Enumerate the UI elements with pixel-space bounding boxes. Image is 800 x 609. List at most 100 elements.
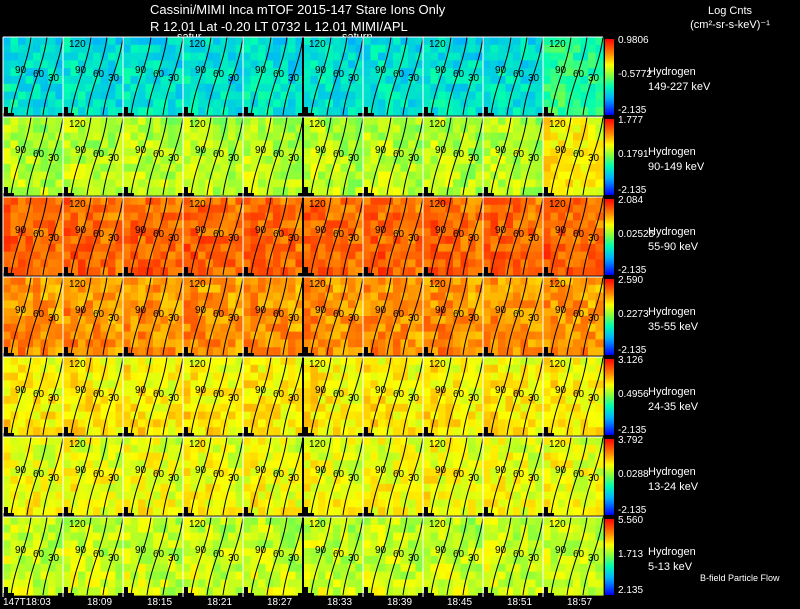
inca-panel: 90 60 30 [0,36,64,123]
inca-panel: 90 60 30 120 [58,196,124,283]
contour-label: 30 [348,553,360,564]
band-energy: 90-149 keV [648,161,705,173]
time-tick-label: 18:57 [567,597,593,608]
contour-label: 90 [315,305,327,316]
contour-label: 120 [429,279,446,290]
contour-label: 30 [588,313,600,324]
contour-label: 120 [189,199,206,210]
contour-label: 90 [375,65,387,76]
contour-label: 30 [108,153,120,164]
contour-label: 90 [375,305,387,316]
contour-label: 90 [435,145,447,156]
inca-panel: 90 60 30 120 [178,356,244,443]
inca-panel: 90 60 30 [478,276,544,363]
contour-label: 60 [93,549,105,560]
contour-label: 60 [513,229,525,240]
contour-label: 120 [549,279,566,290]
contour-label: 90 [435,305,447,316]
colorbar-max-label: 2.590 [618,275,644,286]
contour-label: 60 [513,389,525,400]
inca-panel: 90 60 30 120 [418,196,484,283]
contour-label: 30 [288,393,300,404]
contour-label: 120 [69,439,86,450]
time-tick-label: 18:15 [147,597,173,608]
chart-title: Cassini/MIMI Inca mTOF 2015-147 Stare Io… [150,2,446,17]
contour-label: 30 [348,233,360,244]
contour-label: 60 [93,149,105,160]
contour-label: 120 [189,519,206,530]
contour-label: 30 [348,153,360,164]
inca-panel: 90 60 30 120 [418,116,484,203]
contour-label: 120 [309,439,326,450]
contour-label: 60 [153,469,165,480]
contour-label: 120 [549,519,566,530]
inca-panel: 90 60 30 120 [538,116,604,203]
contour-label: 30 [588,153,600,164]
contour-label: 90 [15,65,27,76]
contour-label: 90 [75,385,87,396]
contour-label: 60 [333,149,345,160]
time-tick-label: 18:45 [447,597,473,608]
band-species: Hydrogen [648,546,696,558]
contour-label: 30 [408,233,420,244]
contour-label: 30 [528,473,540,484]
contour-label: 120 [309,519,326,530]
contour-label: 60 [153,549,165,560]
contour-label: 60 [513,549,525,560]
contour-label: 120 [429,199,446,210]
contour-label: 30 [48,313,60,324]
contour-label: 30 [228,473,240,484]
inca-panel: 90 60 30 120 [418,436,484,523]
contour-label: 120 [429,359,446,370]
contour-label: 30 [48,393,60,404]
band-label: Hydrogen 24-35 keV [648,385,698,415]
inca-panel: 90 60 30 [0,516,64,603]
contour-label: 90 [75,145,87,156]
contour-label: 30 [348,393,360,404]
contour-label: 120 [69,279,86,290]
inca-panel: 90 60 30 [358,196,424,283]
colorbar-max-label: 2.084 [618,195,644,206]
colorbar-min-label: -2.135 [618,265,647,276]
inca-panel: 90 60 30 [478,516,544,603]
contour-label: 30 [228,153,240,164]
colorbar-max-label: 5.560 [618,515,644,526]
colorbar [605,39,614,115]
contour-label: 90 [315,545,327,556]
contour-label: 60 [513,469,525,480]
inca-panel: 90 60 30 120 [298,196,364,283]
contour-label: 30 [228,553,240,564]
inca-panel: 90 60 30 120 [298,36,364,123]
contour-label: 30 [168,233,180,244]
contour-label: 90 [195,145,207,156]
inca-panel: 90 60 30 120 [298,356,364,443]
contour-label: 30 [468,233,480,244]
contour-label: 60 [393,69,405,80]
contour-label: 30 [588,393,600,404]
band-species: Hydrogen [648,146,696,158]
contour-label: 90 [555,545,567,556]
contour-label: 90 [435,65,447,76]
contour-label: 90 [75,465,87,476]
contour-label: 30 [48,473,60,484]
colorbar-min-label: 2.135 [618,585,644,596]
inca-panel: 90 60 30 120 [298,276,364,363]
inca-panel: 90 60 30 [478,196,544,283]
colorbar-mid-label: 0.2273 [618,309,649,320]
contour-label: 90 [15,305,27,316]
contour-label: 60 [453,309,465,320]
contour-label: 30 [528,553,540,564]
contour-label: 60 [153,69,165,80]
colorbar [605,119,614,195]
contour-label: 60 [93,389,105,400]
contour-label: 60 [273,149,285,160]
contour-label: 30 [168,313,180,324]
contour-label: 60 [273,309,285,320]
contour-label: 30 [48,73,60,84]
contour-label: 120 [69,39,86,50]
contour-label: 60 [33,549,45,560]
inca-panel: 90 60 30 120 [58,356,124,443]
colorbar [605,279,614,355]
inca-panel: 90 60 30 [358,116,424,203]
contour-label: 60 [333,549,345,560]
